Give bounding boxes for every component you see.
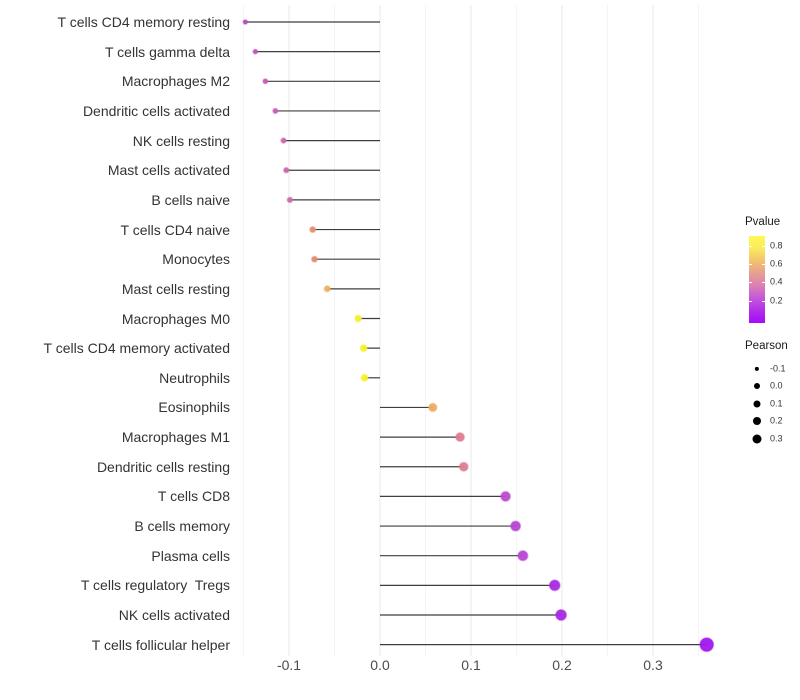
- pvalue-tick-mark: [762, 300, 765, 302]
- data-point: [323, 285, 331, 293]
- category-label: T cells follicular helper: [91, 636, 230, 653]
- pearson-size-key-dot: [754, 383, 760, 390]
- data-point: [286, 196, 294, 204]
- data-point: [282, 166, 290, 174]
- pearson-size-key-dot: [753, 417, 761, 426]
- pearson-size-key-label: 0.0: [770, 380, 783, 391]
- category-label: NK cells resting: [132, 132, 230, 149]
- pvalue-tick-mark: [749, 263, 752, 265]
- pvalue-tick-mark: [762, 245, 765, 247]
- category-label: Macrophages M2: [121, 73, 230, 90]
- pearson-size-key-label: 0.3: [770, 433, 783, 444]
- x-tick-label: 0.0: [370, 657, 390, 673]
- category-label: T cells regulatory Tregs: [80, 577, 230, 594]
- pvalue-tick-label: 0.6: [770, 258, 783, 268]
- data-point: [428, 402, 438, 413]
- category-label: Eosinophils: [158, 399, 230, 416]
- category-label: Plasma cells: [151, 547, 230, 564]
- data-point: [500, 490, 512, 502]
- pvalue-tick-mark: [749, 245, 752, 247]
- category-label: Neutrophils: [159, 369, 230, 386]
- data-point: [354, 314, 363, 323]
- pvalue-tick-label: 0.8: [770, 240, 783, 250]
- category-label: T cells CD8: [157, 488, 230, 505]
- data-point: [280, 137, 287, 144]
- pvalue-tick-label: 0.4: [770, 276, 783, 287]
- category-label: Dendritic cells resting: [96, 458, 230, 475]
- data-point: [509, 520, 522, 532]
- pearson-size-key-dot: [753, 400, 761, 408]
- category-label: Dendritic cells activated: [82, 102, 230, 119]
- pvalue-colorbar: [749, 236, 765, 323]
- data-point: [242, 19, 249, 25]
- x-tick-label: 0.2: [552, 657, 572, 673]
- data-point: [309, 225, 317, 234]
- data-point: [262, 78, 269, 85]
- category-label: T cells CD4 memory resting: [57, 14, 230, 30]
- pearson-size-key-dot: [752, 434, 762, 444]
- pvalue-tick-mark: [749, 300, 752, 302]
- x-tick-label: -0.1: [276, 657, 302, 673]
- category-label: Macrophages M0: [121, 310, 230, 327]
- category-label: Mast cells resting: [121, 280, 230, 297]
- pvalue-tick-mark: [762, 263, 765, 265]
- category-label: T cells CD4 naive: [120, 221, 230, 238]
- pearson-size-key-label: -0.1: [770, 363, 786, 374]
- data-point: [699, 637, 715, 653]
- category-label: T cells CD4 memory activated: [43, 340, 230, 357]
- category-label: Mast cells activated: [107, 162, 230, 179]
- category-label: B cells naive: [151, 191, 230, 208]
- pearson-size-key-dot: [754, 366, 760, 372]
- pvalue-tick-mark: [762, 282, 765, 283]
- pvalue-tick-mark: [749, 282, 752, 283]
- x-tick-label: 0.1: [461, 657, 481, 673]
- pearson-size-key-label: 0.2: [770, 415, 783, 426]
- data-point: [360, 373, 369, 382]
- data-point: [517, 550, 529, 562]
- data-point: [272, 107, 279, 115]
- data-point: [548, 579, 561, 592]
- pearson-size-key-label: 0.1: [770, 398, 783, 409]
- category-label: B cells memory: [134, 518, 230, 535]
- data-point: [359, 344, 368, 353]
- data-point: [310, 255, 319, 263]
- category-label: Monocytes: [162, 251, 230, 268]
- data-point: [252, 48, 259, 55]
- category-label: Macrophages M1: [121, 429, 230, 446]
- pearson-legend-title: Pearson: [745, 340, 788, 352]
- category-label: NK cells activated: [118, 607, 230, 623]
- x-tick-label: 0.3: [643, 657, 663, 673]
- data-point: [555, 608, 568, 622]
- pvalue-tick-label: 0.2: [770, 295, 783, 305]
- data-point: [455, 432, 466, 443]
- data-point: [458, 461, 469, 472]
- pvalue-legend-title: Pvalue: [745, 216, 781, 228]
- category-label: T cells gamma delta: [104, 43, 230, 60]
